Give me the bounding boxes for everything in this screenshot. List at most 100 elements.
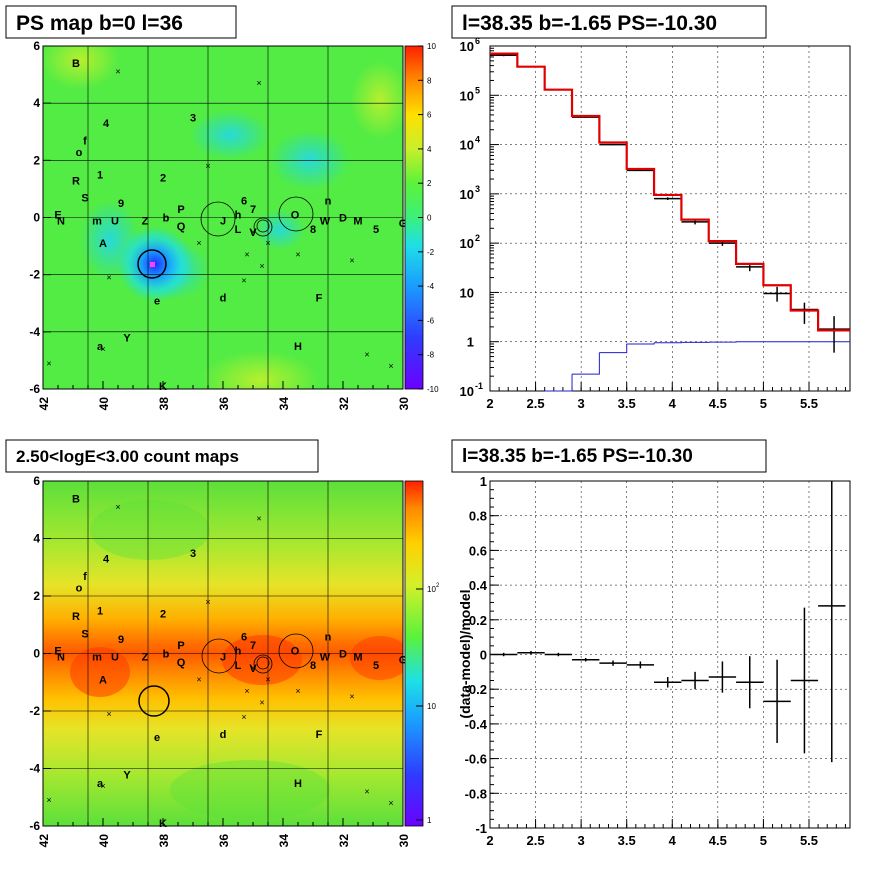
source-label: A <box>99 674 107 686</box>
y-tick-label: -4 <box>29 762 40 776</box>
source-marker: × <box>196 674 201 684</box>
residual-title: l=38.35 b=-1.65 PS=-10.30 <box>462 446 693 467</box>
source-label: Y <box>123 333 131 345</box>
source-label: f <box>83 571 87 583</box>
source-label: e <box>154 732 160 744</box>
source-label: 6 <box>241 631 247 643</box>
colorbar-tick-label: 10 <box>427 42 436 51</box>
source-label: O <box>291 210 300 222</box>
x-tick-label: 42 <box>37 397 51 411</box>
source-marker: × <box>256 78 261 88</box>
y-tick-label: 6 <box>33 39 40 53</box>
source-marker: × <box>265 674 270 684</box>
x-tick-label: 4.5 <box>709 396 727 411</box>
count-map-panel: 2.50<logE<3.00 count maps B 4 3 fo 1 2 RS 9 P EN m… <box>5 439 440 847</box>
source-label: M <box>353 215 362 227</box>
x-tick-label: 2 <box>486 396 493 411</box>
residual-ylabel: (data-model)/model <box>457 589 473 718</box>
colorbar-tick-label: 6 <box>427 111 432 120</box>
source-label: U <box>111 215 119 227</box>
source-marker: × <box>196 238 201 248</box>
source-marker: × <box>106 709 111 719</box>
y-tick-label: -1 <box>475 821 487 836</box>
source-marker: × <box>295 250 300 260</box>
source-label: 1 <box>97 170 103 182</box>
y-tick-label: 2 <box>33 589 40 603</box>
source-label: B <box>72 493 80 505</box>
count-map-source-circles <box>138 633 314 717</box>
x-tick-label: 3 <box>578 833 585 848</box>
spectrum-title: l=38.35 b=-1.65 PS=-10.30 <box>462 12 717 35</box>
y-tick-label: 1 <box>480 474 487 489</box>
x-tick-label: 4.5 <box>709 833 727 848</box>
x-tick-label: 42 <box>37 834 51 848</box>
source-label: O <box>291 646 300 658</box>
y-tick-exponent: 4 <box>475 135 480 145</box>
colorbar-tick-label: 10 <box>427 702 436 711</box>
source-label: L <box>235 224 242 236</box>
source-label: 9 <box>118 198 124 210</box>
source-marker: × <box>46 358 51 368</box>
y-tick-label: 10 <box>460 39 474 54</box>
source-label: 7 <box>250 204 256 216</box>
source-marker: × <box>244 250 249 260</box>
x-tick-label: 40 <box>97 397 111 411</box>
source-marker: × <box>205 161 210 171</box>
x-tick-label: 32 <box>337 397 351 411</box>
source-label: W <box>320 215 331 227</box>
source-marker: × <box>106 273 111 283</box>
source-marker: × <box>250 227 255 237</box>
source-label: N <box>57 215 65 227</box>
source-label: 1 <box>97 605 103 617</box>
colorbar-tick-label: 10 <box>427 585 436 594</box>
source-label: H <box>294 341 302 353</box>
source-label: 5 <box>373 224 379 236</box>
y-tick-label: -0.2 <box>465 682 487 697</box>
x-tick-label: 38 <box>157 834 171 848</box>
colorbar-tick-label: 1 <box>427 816 432 825</box>
x-tick-label: 3 <box>578 396 585 411</box>
count-map-colorbar <box>404 480 424 827</box>
ps-map-colorbar-ticks: 10 8 6 4 2 0 -2 -4 -6 -8 -10 <box>418 42 439 394</box>
source-label: 5 <box>373 660 379 672</box>
y-tick-label: -0.4 <box>465 717 488 732</box>
source-label: b <box>163 649 170 661</box>
x-tick-label: 3.5 <box>618 396 636 411</box>
title-box <box>451 5 767 39</box>
colorbar-tick-label: 2 <box>427 179 432 188</box>
source-label: F <box>316 293 323 305</box>
y-tick-label: 0 <box>33 647 40 661</box>
source-label: V <box>249 663 257 675</box>
source-label: Z <box>142 215 149 227</box>
source-marker: × <box>295 686 300 696</box>
source-label: A <box>99 238 107 250</box>
x-tick-label: 4 <box>669 396 677 411</box>
x-tick-label: 40 <box>97 834 111 848</box>
ps-map-title: PS map b=0 l=36 <box>16 12 183 35</box>
y-tick-label: -4 <box>29 325 40 339</box>
source-marker: × <box>388 361 393 371</box>
x-tick-label: 32 <box>337 834 351 848</box>
x-tick-label: 2 <box>486 833 493 848</box>
title-box <box>451 439 767 473</box>
source-label: P <box>177 204 184 216</box>
source-label: e <box>154 295 160 307</box>
y-tick-label: 10 <box>460 88 474 103</box>
source-label: 7 <box>250 640 256 652</box>
source-label: 2 <box>160 608 166 620</box>
y-tick-label: 10 <box>460 187 474 202</box>
colorbar-tick-label: 4 <box>427 145 432 154</box>
source-label: n <box>325 195 332 207</box>
y-tick-exponent: -1 <box>475 381 483 391</box>
source-label: h <box>235 646 242 658</box>
y-tick-label: 0.8 <box>469 509 487 524</box>
source-marker: × <box>100 781 105 791</box>
colorbar-tick-label: -8 <box>427 351 435 360</box>
y-tick-label: -2 <box>29 268 40 282</box>
x-tick-label: 2.5 <box>527 833 545 848</box>
source-label: 9 <box>118 634 124 646</box>
y-tick-label: 2 <box>33 153 40 167</box>
source-label: N <box>57 651 65 663</box>
colorbar-tick-label: 0 <box>427 214 432 223</box>
